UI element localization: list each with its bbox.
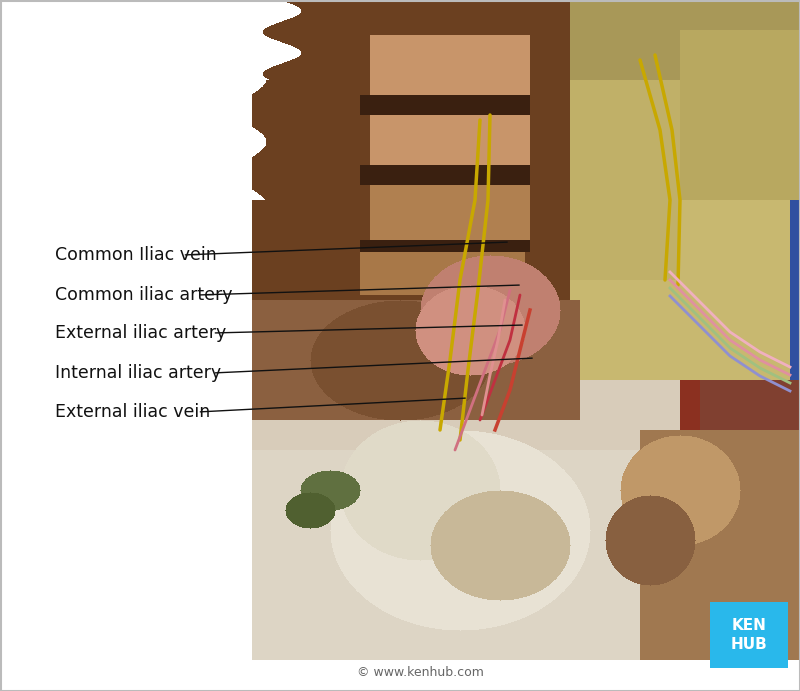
Text: KEN
HUB: KEN HUB — [730, 618, 767, 652]
Text: External iliac artery: External iliac artery — [55, 324, 226, 342]
Text: © www.kenhub.com: © www.kenhub.com — [357, 665, 483, 679]
FancyBboxPatch shape — [710, 602, 788, 668]
Text: Common Iliac vein: Common Iliac vein — [55, 246, 217, 264]
Text: Internal iliac artery: Internal iliac artery — [55, 364, 221, 382]
Text: Common iliac artery: Common iliac artery — [55, 286, 233, 304]
Text: External iliac vein: External iliac vein — [55, 403, 210, 421]
